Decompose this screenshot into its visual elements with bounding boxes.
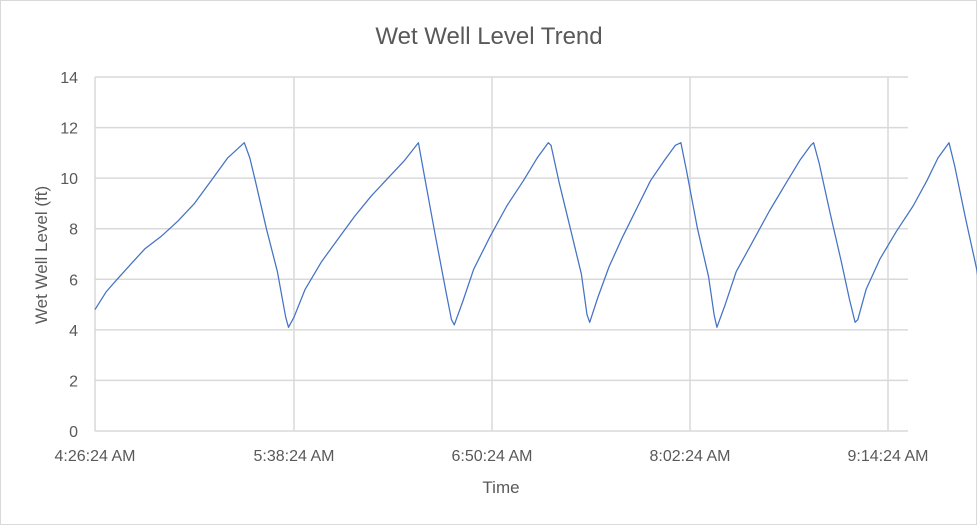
y-tick-label: 12 xyxy=(60,121,78,138)
x-axis-tick-labels: 4:26:24 AM 5:38:24 AM 6:50:24 AM 8:02:24 AM… xyxy=(55,448,929,465)
x-tick-label: 6:50:24 AM xyxy=(452,448,533,465)
x-tick-label: 9:14:24 AM xyxy=(848,448,929,465)
x-tick-label: 5:38:24 AM xyxy=(254,448,335,465)
wet-well-level-series-line xyxy=(94,142,977,328)
y-tick-label: 6 xyxy=(69,272,78,289)
y-tick-label: 2 xyxy=(69,373,78,390)
series-layer xyxy=(94,142,977,328)
y-tick-label: 8 xyxy=(69,222,78,239)
y-axis-title: Wet Well Level (ft) xyxy=(32,186,51,324)
y-axis-tick-labels: 0 2 4 6 8 10 12 14 xyxy=(60,70,78,441)
x-axis-title: Time xyxy=(482,478,519,497)
gridlines xyxy=(94,76,908,432)
y-tick-label: 14 xyxy=(60,70,78,87)
y-tick-label: 4 xyxy=(69,323,78,340)
y-tick-label: 10 xyxy=(60,171,78,188)
x-tick-label: 8:02:24 AM xyxy=(650,448,731,465)
chart-title: Wet Well Level Trend xyxy=(375,23,602,50)
x-tick-label: 4:26:24 AM xyxy=(55,448,136,465)
y-tick-label: 0 xyxy=(69,424,78,441)
